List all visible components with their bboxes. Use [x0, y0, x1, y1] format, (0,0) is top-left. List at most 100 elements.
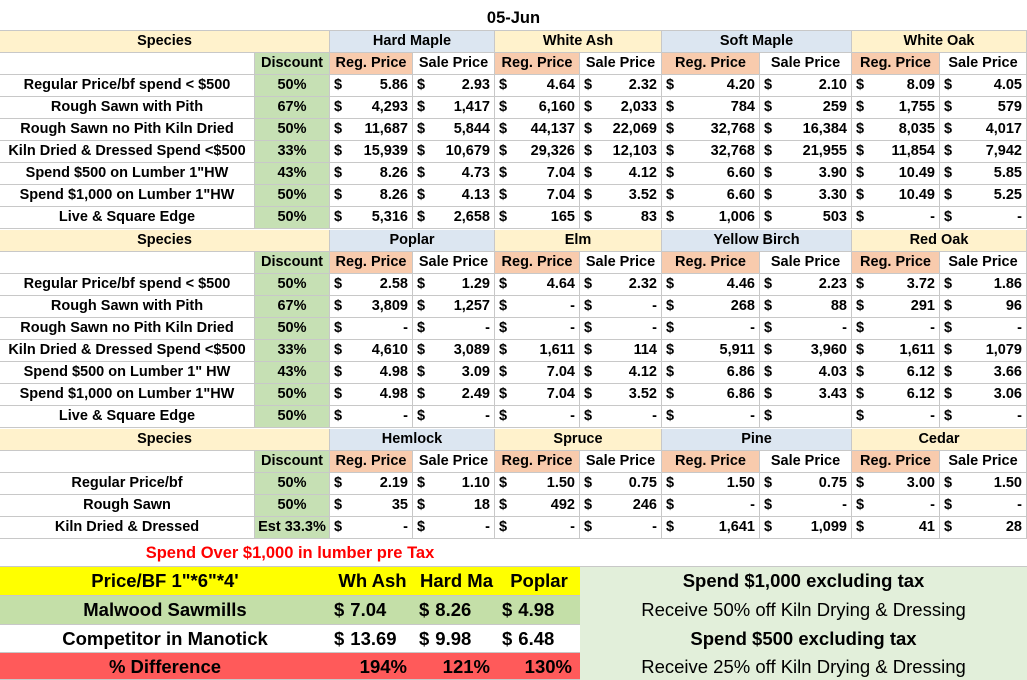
price-value: 5,911	[719, 342, 756, 358]
price-value: 4.98	[379, 364, 408, 380]
price-value: 88	[830, 298, 847, 314]
price-cell: $44,137	[495, 119, 580, 141]
difference-row-value: 130%	[498, 653, 580, 680]
dollar-sign: $	[584, 99, 593, 115]
price-value: -	[652, 298, 657, 314]
dollar-sign: $	[666, 99, 675, 115]
dollar-sign: $	[334, 165, 343, 181]
row-label: Regular Price/bf spend < $500	[0, 274, 255, 296]
dollar-sign: $	[666, 209, 675, 225]
dollar-sign: $	[334, 364, 343, 380]
price-cell: $22,069	[580, 119, 662, 141]
price-cell: $2.32	[580, 75, 662, 97]
row-label: Spend $1,000 on Lumber 1"HW	[0, 185, 255, 207]
dollar-sign: $	[944, 519, 953, 535]
dollar-sign: $	[417, 364, 426, 380]
dollar-sign: $	[666, 298, 675, 314]
price-cell: $ -	[580, 406, 662, 428]
dollar-sign: $	[944, 187, 953, 203]
dollar-sign: $	[334, 77, 343, 93]
price-value: 1,611	[899, 342, 936, 358]
dollar-sign: $	[856, 121, 865, 137]
price-value: 3,089	[453, 342, 490, 358]
price-value: 4,017	[985, 121, 1022, 137]
dollar-sign: $	[764, 519, 773, 535]
price-cell: $ -	[852, 406, 940, 428]
price-cell: $ -	[580, 296, 662, 318]
price-cell: $ -	[662, 406, 760, 428]
price-value: 28	[1005, 519, 1022, 535]
price-value: 1,611	[539, 342, 576, 358]
price-cell: $579	[940, 97, 1027, 119]
dollar-sign: $	[419, 599, 430, 620]
dollar-sign: $	[764, 342, 773, 358]
price-value: 6.86	[726, 386, 755, 402]
price-cell: $ -	[852, 495, 940, 517]
price-value: 1,417	[453, 99, 490, 115]
species-name: Spruce	[495, 429, 662, 451]
price-value: -	[750, 497, 755, 513]
dollar-sign: $	[764, 276, 773, 292]
price-value: 32,768	[710, 121, 755, 137]
price-value: -	[570, 320, 575, 336]
price-value: 8.26	[379, 187, 408, 203]
dollar-sign: $	[334, 386, 343, 402]
dollar-sign: $	[764, 121, 773, 137]
dollar-sign: $	[499, 77, 508, 93]
price-value: 7.04	[546, 165, 575, 181]
dollar-sign: $	[666, 121, 675, 137]
price-value: 579	[997, 99, 1022, 115]
dollar-sign: $	[666, 187, 675, 203]
price-cell: $6.86	[662, 384, 760, 406]
dollar-sign: $	[584, 121, 593, 137]
price-cell: $6.12	[852, 384, 940, 406]
price-cell: $ -	[760, 495, 852, 517]
price-value: 1.29	[461, 276, 490, 292]
dollar-sign: $	[764, 408, 773, 424]
price-cell: $5.86	[330, 75, 413, 97]
price-value: 8.26	[379, 165, 408, 181]
dollar-sign: $	[417, 298, 426, 314]
dollar-sign: $	[944, 497, 953, 513]
discount-value: 50%	[255, 318, 330, 340]
price-value: 4.64	[546, 276, 575, 292]
dollar-sign: $	[334, 599, 345, 620]
price-value: -	[930, 320, 935, 336]
dollar-sign: $	[666, 320, 675, 336]
price-value: -	[570, 298, 575, 314]
dollar-sign: $	[764, 364, 773, 380]
price-cell: $4.13	[413, 185, 495, 207]
dollar-sign: $	[499, 209, 508, 225]
dollar-sign: $	[584, 386, 593, 402]
price-value: -	[485, 320, 490, 336]
dollar-sign: $	[666, 77, 675, 93]
price-cell: $10.49	[852, 185, 940, 207]
price-cell: $5.25	[940, 185, 1027, 207]
dollar-sign: $	[417, 276, 426, 292]
price-value: 2.32	[628, 276, 657, 292]
row-label: Regular Price/bf spend < $500	[0, 75, 255, 97]
dollar-sign: $	[417, 77, 426, 93]
price-cell: $ -	[852, 207, 940, 229]
price-value: -	[842, 497, 847, 513]
promo-header-row-value: Hard Ma	[415, 567, 498, 596]
malwood-row-label: Malwood Sawmills	[0, 596, 330, 625]
price-cell: $3.30	[760, 185, 852, 207]
price-cell: $ -	[495, 296, 580, 318]
price-cell: $3.09	[413, 362, 495, 384]
row-label: Spend $1,000 on Lumber 1"HW	[0, 384, 255, 406]
price-value: 1,641	[718, 519, 755, 535]
blank-cell	[580, 541, 1027, 567]
dollar-sign: $	[944, 364, 953, 380]
dollar-sign: $	[584, 497, 593, 513]
price-cell: $2.10	[760, 75, 852, 97]
price-cell: $1,417	[413, 97, 495, 119]
price-value: -	[570, 408, 575, 424]
price-value: 96	[1005, 298, 1022, 314]
price-value: 784	[730, 99, 755, 115]
dollar-sign: $	[417, 209, 426, 225]
price-value: 1.86	[993, 276, 1022, 292]
price-cell: $165	[495, 207, 580, 229]
sale-price-header: Sale Price	[760, 451, 852, 473]
dollar-sign: $	[944, 276, 953, 292]
